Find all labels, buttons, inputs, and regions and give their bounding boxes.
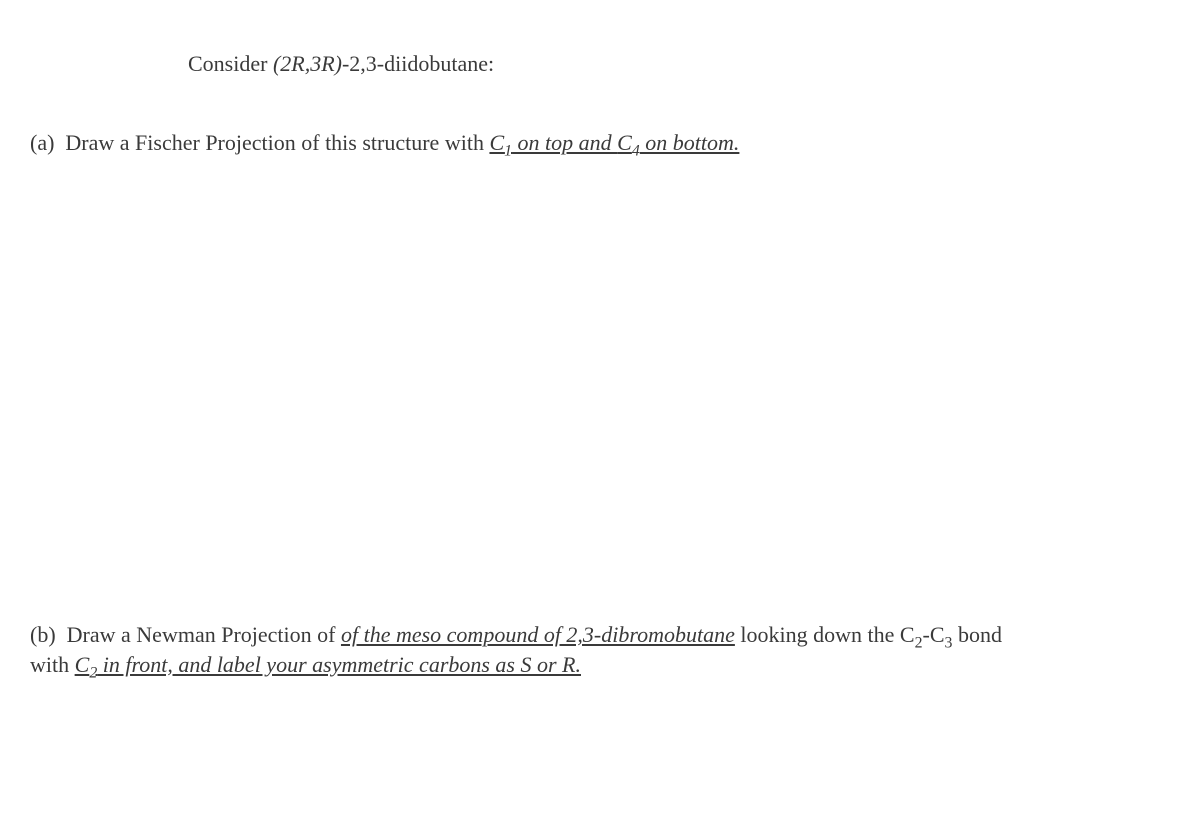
title-stereo: (2R,3R) (273, 51, 342, 76)
part-a-mid: on top and (512, 130, 617, 155)
c1-letter: C (489, 130, 504, 155)
bond-word: bond (952, 622, 1002, 647)
c2-letter: C (900, 622, 915, 647)
part-a-label: (a) (30, 130, 54, 155)
with-word: with (30, 652, 75, 677)
part-b: (b) Draw a Newman Projection of of the m… (30, 620, 1170, 679)
part-a-tail: on bottom. (640, 130, 740, 155)
part-b-lead: Draw a Newman Projection of (67, 622, 341, 647)
title-prefix: Consider (188, 51, 273, 76)
dash: - (923, 622, 930, 647)
part-b-front: C2 in front, and label your asymmetric c… (75, 652, 581, 677)
c2-sub: 2 (915, 634, 923, 651)
part-b-label: (b) (30, 622, 56, 647)
problem-title: Consider (2R,3R)-2,3-diidobutane: (188, 50, 1170, 79)
part-a: (a) Draw a Fischer Projection of this st… (30, 129, 1170, 158)
part-b-after-meso: looking down the (735, 622, 900, 647)
c2b-letter: C (75, 652, 90, 677)
worksheet-page: Consider (2R,3R)-2,3-diidobutane: (a) Dr… (0, 0, 1200, 840)
part-b-meso: of the meso compound of 2,3-dibromobutan… (341, 622, 735, 647)
part-a-underline: C1 on top and C4 on bottom. (489, 130, 739, 155)
title-compound: -2,3-diidobutane: (342, 51, 494, 76)
c3-letter: C (930, 622, 945, 647)
part-a-lead: Draw a Fischer Projection of this struct… (65, 130, 489, 155)
c4-letter: C (617, 130, 632, 155)
c4-sub: 4 (632, 142, 640, 159)
front-tail: in front, and label your asymmetric carb… (97, 652, 581, 677)
c1-sub: 1 (504, 142, 512, 159)
